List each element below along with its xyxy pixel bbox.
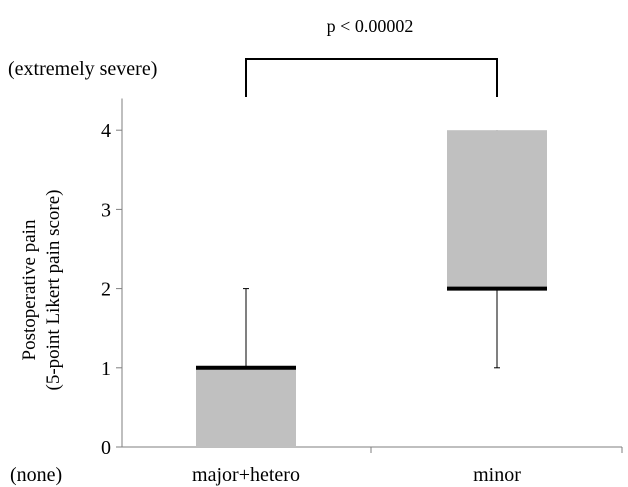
bottom-anchor-label: (none) [10,464,62,486]
y-tick-label: 2 [101,279,111,301]
box [447,130,547,289]
y-tick-label: 1 [101,358,111,380]
box [196,367,296,447]
top-anchor-label: (extremely severe) [8,58,157,80]
boxes [196,130,547,447]
axes: 0 1 2 3 4 major+hetero minor [101,98,623,486]
annotations [245,58,498,97]
y-axis-label-line2: (5-point Likert pain score) [43,189,64,390]
x-tick-label: minor [473,464,521,486]
y-tick-label: 0 [101,437,111,459]
y-axis-label-line1: Postoperative pain [19,219,40,360]
y-tick-label: 4 [101,120,111,142]
significance-label: p < 0.00002 [327,16,414,36]
x-tick-label: major+hetero [192,464,300,486]
y-tick-label: 3 [101,199,111,221]
significance-bracket [245,58,498,97]
